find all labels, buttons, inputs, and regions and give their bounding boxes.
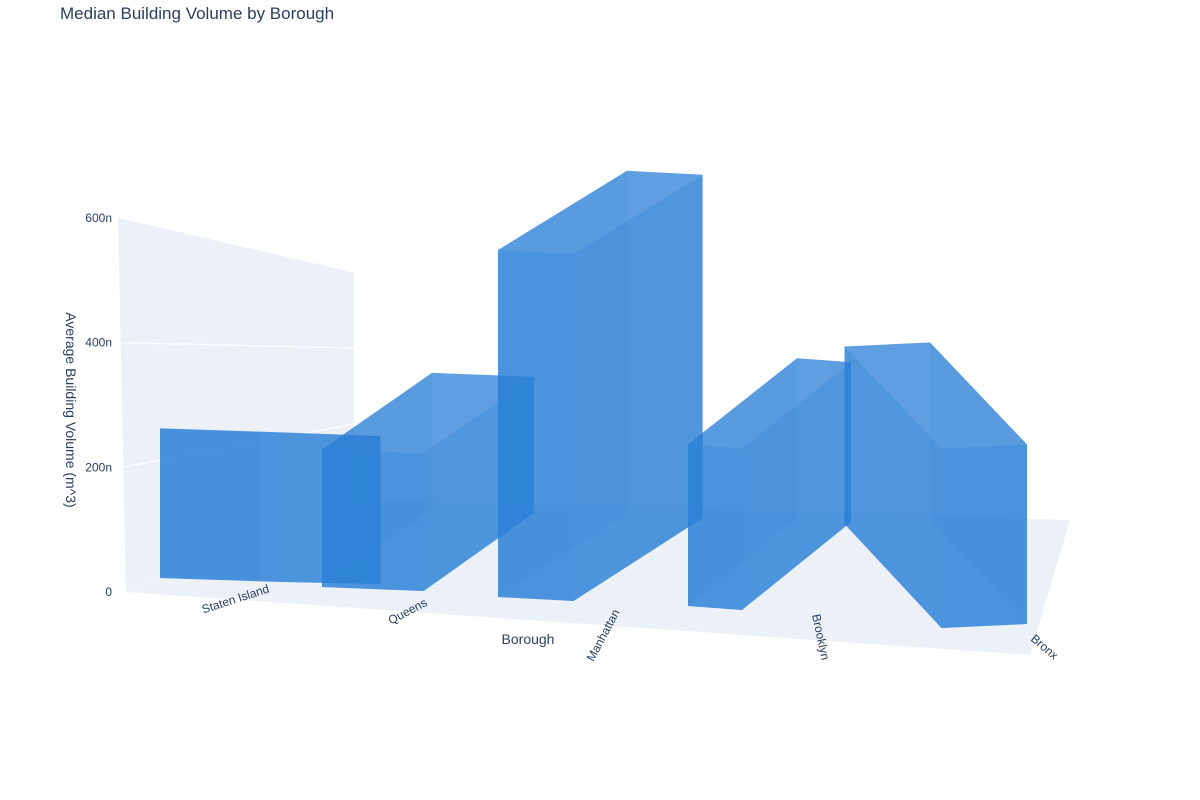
- y-tick-label: 600n: [85, 211, 112, 225]
- chart-title: Median Building Volume by Borough: [60, 4, 335, 23]
- bar-manhattan: [498, 170, 703, 602]
- y-axis-title: Average Building Volume (m^3): [63, 312, 79, 507]
- x-axis-title: Borough: [502, 631, 555, 647]
- y-tick-label: 0: [105, 585, 112, 599]
- y-gridline: [121, 342, 355, 349]
- y-gridline: [121, 217, 355, 273]
- chart-bars: [160, 170, 1027, 628]
- bar-bronx: [844, 342, 1027, 628]
- bar-brooklyn: [688, 358, 851, 610]
- y-tick-label: 200n: [85, 460, 112, 474]
- y-tick-label: 400n: [85, 336, 112, 350]
